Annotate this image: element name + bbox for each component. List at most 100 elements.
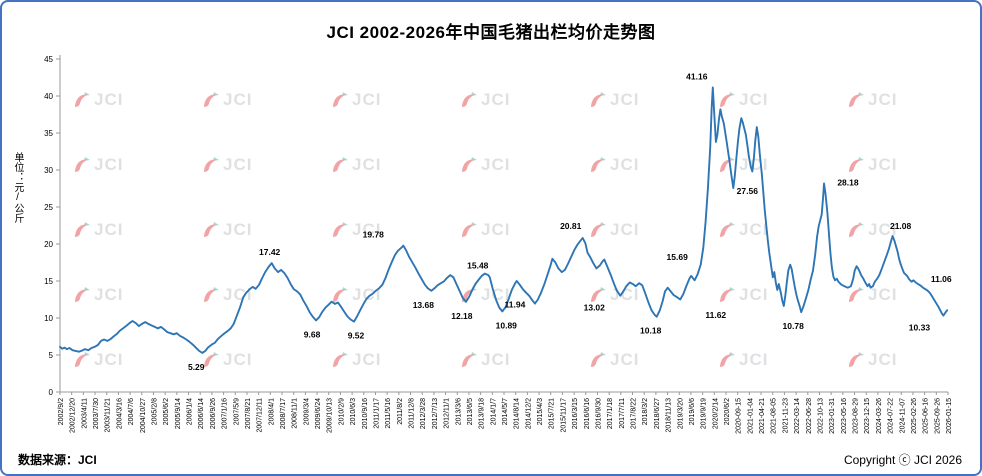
x-tick-label: 2025-09-26 bbox=[934, 398, 941, 434]
x-axis-labels: 2002/9/2 2002/12/20 2003/4/11 2003/7/30 2003… bbox=[58, 392, 953, 434]
x-tick-label: 2018/6/27 bbox=[654, 398, 661, 429]
x-tick-label: 2026-01-15 bbox=[946, 398, 953, 434]
x-tick-label: 2021-04-21 bbox=[759, 398, 766, 434]
data-label: 13.02 bbox=[584, 303, 606, 313]
x-tick-label: 2004/7/6 bbox=[128, 398, 135, 425]
price-line bbox=[59, 86, 949, 354]
x-tick-label: 2022-06-28 bbox=[806, 398, 813, 434]
x-tick-label: 2005/6/2 bbox=[163, 398, 170, 425]
x-tick-label: 2024-03-26 bbox=[876, 398, 883, 434]
y-tick-label: 5 bbox=[49, 351, 54, 360]
x-tick-label: 2006/1/4 bbox=[187, 398, 194, 425]
x-tick-label: 2011/1/17 bbox=[373, 398, 380, 429]
x-tick-label: 2007/12/11 bbox=[257, 398, 264, 433]
data-label: 9.68 bbox=[304, 329, 321, 339]
x-tick-label: 2012/3/28 bbox=[420, 398, 427, 429]
x-tick-label: 2020-09-15 bbox=[736, 398, 743, 434]
data-label: 20.81 bbox=[560, 221, 582, 231]
x-tick-label: 2010/6/3 bbox=[350, 398, 357, 425]
x-tick-label: 2002/12/20 bbox=[70, 398, 77, 433]
data-label: 11.94 bbox=[505, 300, 526, 310]
y-tick-label: 30 bbox=[44, 166, 53, 175]
x-tick-label: 2015/4/3 bbox=[537, 398, 544, 425]
x-tick-label: 2018/11/13 bbox=[666, 398, 673, 433]
data-label: 28.18 bbox=[837, 177, 859, 187]
x-tick-label: 2025-06-16 bbox=[923, 398, 930, 434]
x-tick-label: 2008/11/1 bbox=[292, 398, 299, 429]
x-tick-label: 2013/6/5 bbox=[467, 398, 474, 425]
x-tick-label: 2013/3/6 bbox=[455, 398, 462, 425]
y-tick-label: 20 bbox=[44, 240, 53, 249]
x-tick-label: 2014/8/14 bbox=[514, 398, 521, 429]
x-tick-label: 2010/9/16 bbox=[362, 398, 369, 429]
x-tick-label: 2016/3/15 bbox=[572, 398, 579, 429]
x-tick-label: 2020/6/2 bbox=[724, 398, 731, 425]
x-tick-label: 2016/6/16 bbox=[584, 398, 591, 429]
x-tick-label: 2009/6/24 bbox=[315, 398, 322, 429]
data-label: 21.08 bbox=[890, 221, 912, 231]
x-tick-label: 2012/11/1 bbox=[444, 398, 451, 429]
x-tick-label: 2019/6/6 bbox=[689, 398, 696, 425]
data-label: 10.78 bbox=[783, 321, 805, 331]
y-tick-label: 10 bbox=[44, 314, 53, 323]
x-tick-label: 2010/2/9 bbox=[338, 398, 345, 425]
x-tick-label: 2023-05-16 bbox=[841, 398, 848, 434]
data-label: 10.89 bbox=[496, 320, 518, 330]
x-tick-label: 2024-11-07 bbox=[899, 398, 906, 433]
data-label: 5.29 bbox=[188, 362, 205, 372]
x-tick-label: 2017/1/18 bbox=[607, 398, 614, 429]
copyright-note: Copyright ⓒ JCI 2026 bbox=[843, 453, 962, 467]
x-tick-label: 2023-12-15 bbox=[864, 398, 871, 434]
data-label: 13.68 bbox=[413, 300, 435, 310]
x-tick-label: 2008/4/1 bbox=[268, 398, 275, 425]
x-tick-label: 2021-01-04 bbox=[747, 398, 754, 434]
x-tick-label: 2021-08-05 bbox=[771, 398, 778, 434]
x-tick-label: 2009/10/13 bbox=[327, 398, 334, 433]
x-tick-label: 2006/9/26 bbox=[210, 398, 217, 429]
y-tick-label: 45 bbox=[44, 55, 53, 64]
y-tick-label: 25 bbox=[44, 203, 53, 212]
x-tick-label: 2003/11/21 bbox=[105, 398, 112, 433]
x-tick-label: 2020/2/14 bbox=[712, 398, 719, 429]
x-tick-label: 2025-02-26 bbox=[911, 398, 918, 434]
axes bbox=[59, 55, 948, 393]
data-label: 15.69 bbox=[667, 252, 689, 262]
chart-title: JCI 2002-2026年中国毛猪出栏均价走势图 bbox=[326, 23, 656, 42]
x-tick-label: 2019/3/20 bbox=[677, 398, 684, 429]
x-tick-label: 2013/9/18 bbox=[479, 398, 486, 429]
x-tick-label: 2003/7/30 bbox=[93, 398, 100, 429]
x-tick-label: 2015/7/21 bbox=[549, 398, 556, 429]
x-tick-label: 2008/7/17 bbox=[280, 398, 287, 429]
x-tick-label: 2017/8/22 bbox=[631, 398, 638, 429]
x-tick-label: 2011/8/2 bbox=[397, 398, 404, 425]
x-tick-label: 2007/1/16 bbox=[222, 398, 229, 429]
x-tick-label: 2022-03-14 bbox=[794, 398, 801, 434]
x-tick-label: 2015/11/17 bbox=[560, 398, 567, 433]
data-label: 17.42 bbox=[259, 247, 281, 257]
data-label: 10.33 bbox=[909, 323, 931, 333]
x-tick-label: 2011/12/8 bbox=[409, 398, 416, 429]
data-source-note: 数据来源：JCI bbox=[18, 453, 97, 467]
x-tick-label: 2014/12/2 bbox=[525, 398, 532, 429]
y-tick-label: 15 bbox=[44, 277, 53, 286]
x-tick-label: 2005/2/8 bbox=[151, 398, 158, 425]
x-tick-label: 2005/9/14 bbox=[175, 398, 182, 429]
x-tick-label: 2011/5/16 bbox=[385, 398, 392, 429]
data-label: 10.18 bbox=[640, 326, 662, 336]
x-tick-label: 2024-07-22 bbox=[888, 398, 895, 434]
x-tick-label: 2007/8/21 bbox=[245, 398, 252, 429]
y-tick-label: 40 bbox=[44, 92, 53, 101]
data-label: 19.78 bbox=[363, 230, 385, 240]
x-tick-label: 2023-08-29 bbox=[853, 398, 860, 434]
x-tick-label: 2016/9/30 bbox=[595, 398, 602, 429]
y-axis-title: 单位：元/公斤 bbox=[12, 152, 23, 223]
data-label: 27.56 bbox=[737, 186, 759, 196]
x-tick-label: 2022-10-13 bbox=[817, 398, 824, 434]
y-tick-label: 35 bbox=[44, 129, 53, 138]
x-tick-label: 2021-11-23 bbox=[782, 398, 789, 433]
x-tick-label: 2023-01-31 bbox=[829, 398, 836, 434]
data-point-annotations: 5.29 17.42 9.68 9.52 19.78 13.68 12.18 15.48 10.… bbox=[188, 71, 952, 371]
x-tick-label: 2003/4/11 bbox=[81, 398, 88, 429]
